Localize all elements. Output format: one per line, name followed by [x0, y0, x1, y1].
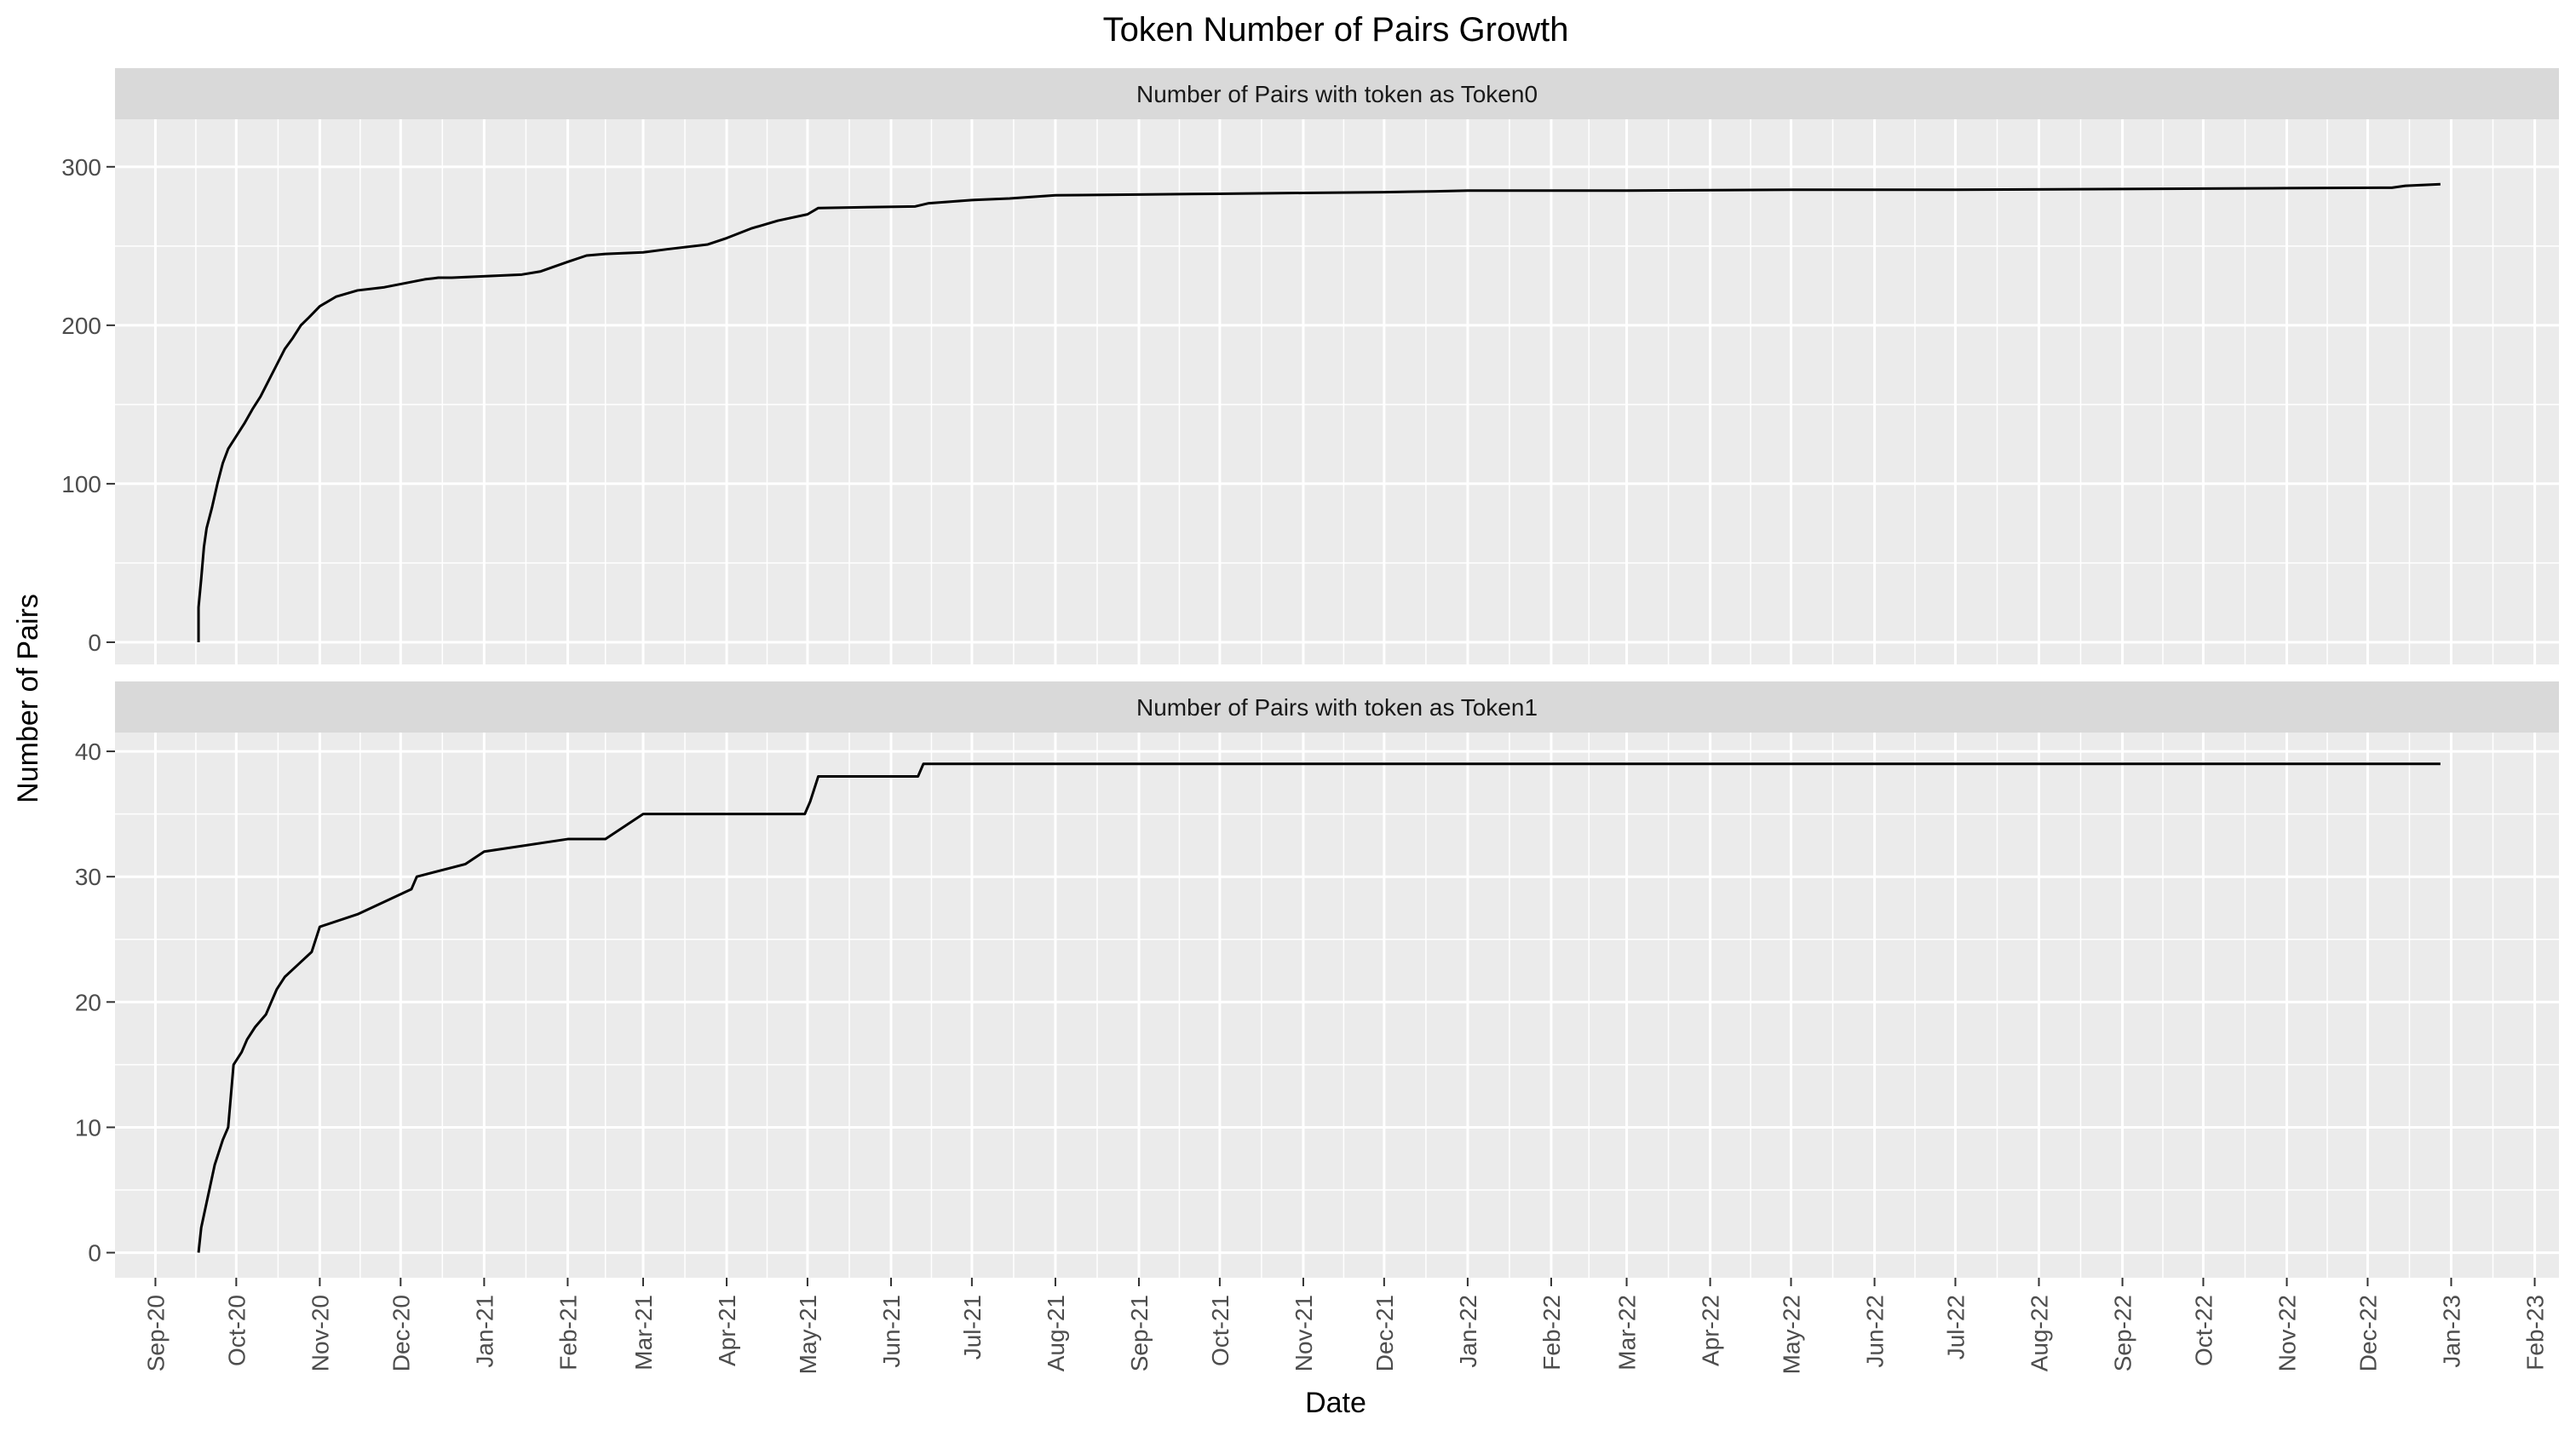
series-line-0 [197, 182, 2441, 642]
y-tick-label: 0 [88, 629, 101, 656]
x-tick-label: Feb-21 [555, 1295, 581, 1371]
x-tick-label: Dec-21 [1371, 1295, 1398, 1371]
x-tick-label: Feb-22 [1538, 1295, 1565, 1371]
x-tick-label: Oct-20 [223, 1295, 250, 1366]
y-tick-label: 10 [75, 1114, 101, 1141]
x-tick-label: Feb-23 [2522, 1295, 2549, 1371]
panel-background [115, 733, 2559, 1278]
x-tick-label: Oct-22 [2190, 1295, 2217, 1366]
x-tick-label: May-21 [795, 1295, 821, 1374]
panels: Number of Pairs with token as Token00100… [61, 68, 2559, 1374]
x-tick-label: Jul-22 [1942, 1295, 1969, 1359]
x-tick-label: Nov-21 [1291, 1295, 1317, 1371]
strip-background [115, 68, 2559, 119]
x-tick-label: Aug-22 [2027, 1295, 2053, 1371]
y-tick-label: 300 [61, 154, 101, 181]
x-tick-label: Mar-22 [1614, 1295, 1641, 1371]
x-tick-label: Jul-21 [959, 1295, 986, 1359]
x-tick-label: Aug-21 [1043, 1295, 1069, 1371]
strip-label: Number of Pairs with token as Token1 [1136, 694, 1538, 721]
x-tick-label: Jan-22 [1455, 1295, 1481, 1368]
x-tick-label: Apr-22 [1698, 1295, 1724, 1366]
x-tick-label: Jan-23 [2438, 1295, 2464, 1368]
panel-0: Number of Pairs with token as Token0 0 100… [61, 68, 2559, 664]
x-tick-label: Dec-22 [2355, 1295, 2381, 1371]
y-axis-label: Number of Pairs [12, 594, 44, 803]
x-tick-label: Nov-20 [307, 1295, 333, 1371]
x-tick-label: Mar-21 [630, 1295, 657, 1371]
panel-1: Number of Pairs with token as Token1 0 10 2… [75, 681, 2559, 1374]
x-tick-label: Jun-22 [1862, 1295, 1889, 1368]
x-tick-label: Oct-21 [1207, 1295, 1233, 1366]
x-axis-label: Date [1305, 1387, 1366, 1419]
y-tick-label: 30 [75, 864, 101, 890]
x-tick-label: Apr-21 [714, 1295, 740, 1366]
strip-background [115, 681, 2559, 733]
x-tick-label: Sep-20 [142, 1295, 169, 1371]
y-tick-label: 0 [88, 1240, 101, 1267]
strip-label: Number of Pairs with token as Token0 [1136, 81, 1538, 107]
y-tick-label: 20 [75, 989, 101, 1015]
x-tick-label: Sep-21 [1126, 1295, 1153, 1371]
y-tick-label: 200 [61, 313, 101, 339]
x-tick-label: Jun-21 [878, 1295, 905, 1368]
x-tick-label: Jan-21 [471, 1295, 497, 1368]
x-tick-label: May-22 [1778, 1295, 1804, 1374]
y-tick-label: 40 [75, 739, 101, 765]
x-tick-label: Dec-20 [388, 1295, 414, 1371]
y-tick-label: 100 [61, 471, 101, 497]
panel-background [115, 119, 2559, 664]
x-tick-label: Sep-22 [2110, 1295, 2136, 1371]
x-tick-label: Nov-22 [2274, 1295, 2301, 1371]
chart-title: Token Number of Pairs Growth [1103, 11, 1569, 49]
series-line-0 [197, 762, 2441, 1253]
